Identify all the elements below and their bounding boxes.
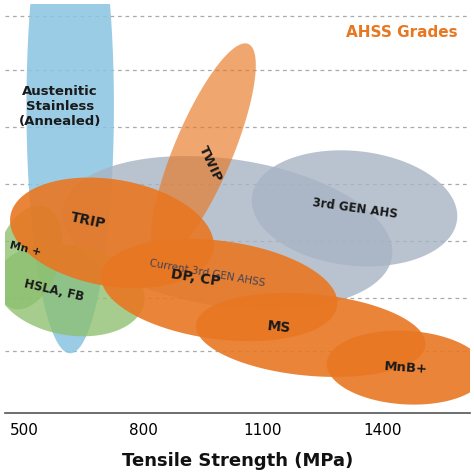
Text: TRIP: TRIP — [69, 210, 107, 231]
Polygon shape — [196, 293, 426, 377]
Text: 3rd GEN AHS: 3rd GEN AHS — [311, 196, 398, 221]
Text: MnB+: MnB+ — [384, 360, 428, 375]
Text: Current 3rd GEN AHSS: Current 3rd GEN AHSS — [149, 259, 266, 289]
Text: Mn +: Mn + — [9, 240, 42, 258]
Polygon shape — [27, 0, 114, 353]
Polygon shape — [327, 331, 474, 405]
Polygon shape — [151, 43, 256, 259]
Polygon shape — [101, 239, 337, 341]
X-axis label: Tensile Strength (MPa): Tensile Strength (MPa) — [121, 452, 353, 470]
Text: AHSS Grades: AHSS Grades — [346, 25, 458, 40]
Polygon shape — [10, 178, 214, 288]
Text: HSLA, FB: HSLA, FB — [23, 277, 85, 303]
Text: TWIP: TWIP — [197, 143, 225, 183]
Text: MS: MS — [266, 319, 292, 335]
Polygon shape — [0, 244, 145, 336]
Polygon shape — [252, 150, 457, 266]
Text: DP, CP: DP, CP — [170, 267, 221, 289]
Polygon shape — [62, 156, 392, 310]
Polygon shape — [0, 205, 63, 310]
Text: Austenitic
Stainless
(Annealed): Austenitic Stainless (Annealed) — [19, 85, 101, 128]
